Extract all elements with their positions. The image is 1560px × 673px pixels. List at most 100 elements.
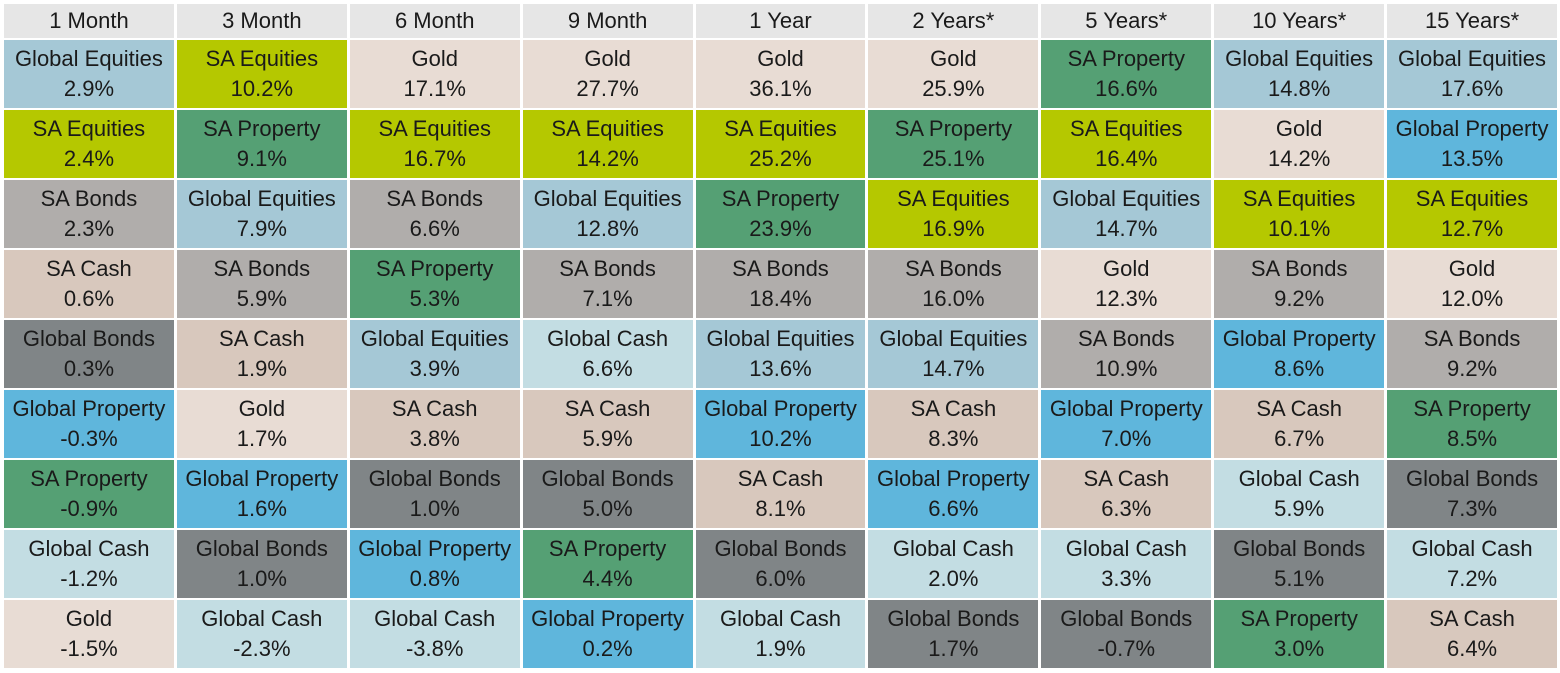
column-header-15-years: 15 Years* [1387,4,1557,38]
asset-name-label: Gold [1275,116,1323,141]
column-header-5-years: 5 Years* [1041,4,1212,38]
return-cell-sa-equities: SA Equities 14.2% [522,110,693,178]
asset-name-label: SA Cash [1083,466,1170,491]
return-value-label: 1.6% [236,496,287,521]
asset-name-label: Gold [411,46,458,71]
asset-name-label: Gold [1103,256,1150,281]
return-cell-global-equities: Global Equities 2.9% [4,40,174,108]
return-cell-global-property: Global Property 8.6% [1214,320,1385,388]
return-value-label: 8.5% [1446,426,1498,451]
return-cell-gold: Gold -1.5% [4,600,174,668]
asset-name-label: Global Equities [187,186,336,211]
return-value-label: -1.5% [60,636,118,661]
return-cell-sa-equities: SA Equities 10.1% [1214,180,1385,248]
return-cell-global-equities: Global Equities 7.9% [176,180,347,248]
return-cell-global-equities: Global Equities 13.6% [695,320,866,388]
asset-name-label: Global Cash [201,606,323,631]
asset-name-label: SA Property [1240,606,1358,631]
asset-name-label: Global Property [876,466,1030,491]
return-value-label: 5.9% [1274,496,1325,521]
return-value-label: -3.8% [405,636,464,661]
return-value-label: 8.6% [1274,356,1325,381]
asset-name-label: Gold [757,46,804,71]
return-cell-global-property: Global Property 0.2% [522,600,693,668]
return-cell-sa-property: SA Property 25.1% [868,110,1039,178]
asset-name-label: Global Cash [1065,536,1187,561]
return-cell-sa-cash: SA Cash 6.3% [1041,460,1212,528]
return-value-label: 17.1% [403,76,466,101]
return-cell-sa-bonds: SA Bonds 9.2% [1387,320,1557,388]
return-value-label: 23.9% [749,216,812,241]
asset-name-label: Global Equities [706,326,855,351]
return-cell-sa-cash: SA Cash 8.3% [868,390,1039,458]
return-value-label: 3.9% [409,356,460,381]
return-cell-sa-property: SA Property 8.5% [1387,390,1557,458]
return-cell-sa-equities: SA Equities 10.2% [176,40,347,108]
return-cell-sa-equities: SA Equities 2.4% [4,110,174,178]
return-cell-sa-cash: SA Cash 5.9% [522,390,693,458]
asset-name-label: SA Equities [205,46,319,71]
return-value-label: 4.4% [582,566,633,591]
return-value-label: -1.2% [60,566,118,591]
return-value-label: -2.3% [233,636,291,661]
return-value-label: 6.4% [1446,636,1498,661]
return-cell-global-equities: Global Equities 14.7% [1041,180,1212,248]
return-cell-sa-equities: SA Equities 12.7% [1387,180,1557,248]
asset-name-label: SA Bonds [905,256,1002,281]
asset-name-label: Global Bonds [195,536,328,561]
return-cell-gold: Gold 1.7% [176,390,347,458]
return-value-label: 12.3% [1095,286,1158,311]
asset-name-label: SA Property [30,466,148,491]
return-cell-sa-equities: SA Equities 16.4% [1041,110,1212,178]
return-cell-global-equities: Global Equities 14.7% [868,320,1039,388]
return-value-label: 7.3% [1446,496,1498,521]
asset-name-label: SA Cash [219,326,305,351]
asset-name-label: Global Cash [547,326,669,351]
return-cell-global-equities: Global Equities 3.9% [349,320,520,388]
asset-name-label: Global Bonds [541,466,674,491]
return-value-label: 10.1% [1267,216,1331,241]
asset-name-label: Global Cash [1238,466,1360,491]
return-value-label: 6.0% [755,566,806,591]
return-cell-global-property: Global Property 0.8% [349,530,520,598]
asset-name-label: SA Property [1413,396,1531,421]
asset-name-label: SA Bonds [213,256,311,281]
return-cell-global-bonds: Global Bonds 5.0% [522,460,693,528]
return-cell-sa-cash: SA Cash 6.4% [1387,600,1557,668]
return-value-label: 14.2% [1267,146,1331,171]
return-value-label: 16.4% [1095,146,1158,171]
asset-name-label: SA Bonds [1077,326,1175,351]
asset-name-label: SA Bonds [559,256,656,281]
return-value-label: 16.9% [922,216,985,241]
return-value-label: 5.1% [1274,566,1325,591]
return-cell-sa-bonds: SA Bonds 7.1% [522,250,693,318]
return-cell-gold: Gold 27.7% [522,40,693,108]
return-cell-gold: Gold 17.1% [349,40,520,108]
asset-name-label: SA Equities [897,186,1010,211]
asset-name-label: Global Equities [1052,186,1201,211]
asset-name-label: SA Cash [564,396,651,421]
return-value-label: 7.0% [1101,426,1152,451]
asset-name-label: Global Cash [28,536,150,561]
column-header-2-years: 2 Years* [868,4,1039,38]
return-value-label: 1.7% [928,636,979,661]
asset-name-label: Global Equities [533,186,682,211]
return-value-label: 0.8% [409,566,460,591]
asset-name-label: Global Property [12,396,166,421]
asset-name-label: SA Bonds [732,256,829,281]
return-cell-global-equities: Global Equities 14.8% [1214,40,1385,108]
return-value-label: 10.2% [230,76,294,101]
return-cell-global-property: Global Property 6.6% [868,460,1039,528]
return-cell-sa-property: SA Property 23.9% [695,180,866,248]
return-cell-global-bonds: Global Bonds 6.0% [695,530,866,598]
return-value-label: 25.2% [749,146,812,171]
return-cell-global-cash: Global Cash -3.8% [349,600,520,668]
asset-name-label: SA Property [376,256,494,281]
asset-name-label: SA Bonds [40,186,138,211]
asset-name-label: Global Equities [360,326,509,351]
return-cell-gold: Gold 25.9% [868,40,1039,108]
return-cell-global-bonds: Global Bonds 5.1% [1214,530,1385,598]
return-cell-global-cash: Global Cash 2.0% [868,530,1039,598]
return-cell-global-bonds: Global Bonds 7.3% [1387,460,1557,528]
asset-name-label: Global Bonds [1233,536,1366,561]
